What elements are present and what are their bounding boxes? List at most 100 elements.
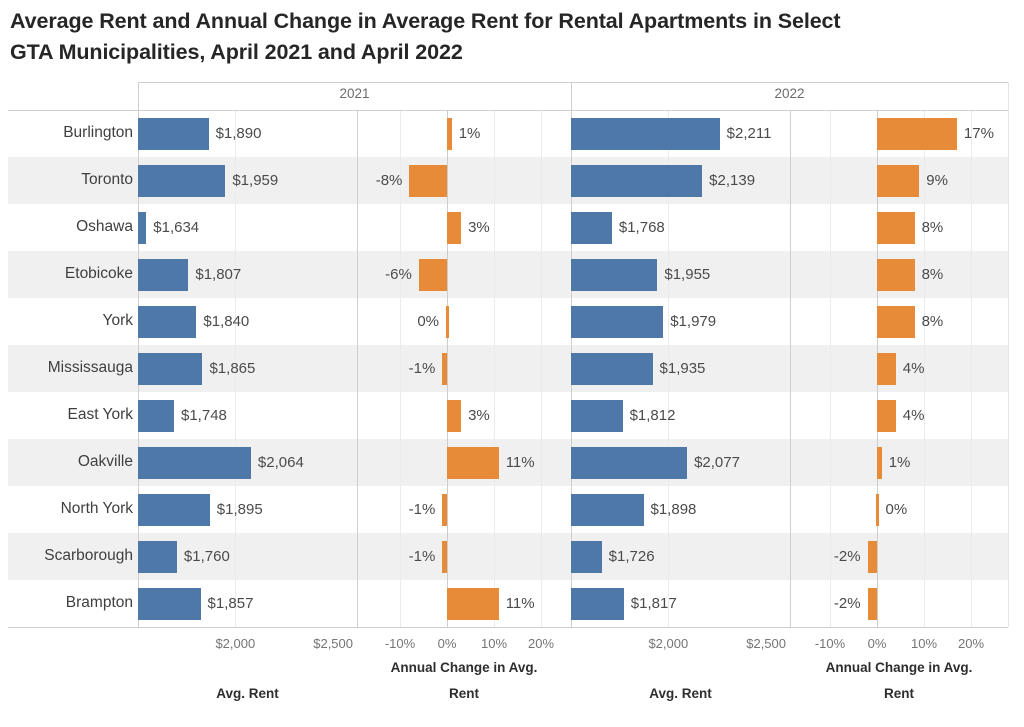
avg-rent-bar[interactable] — [571, 587, 624, 620]
annual-change-bar[interactable] — [876, 493, 879, 526]
change-axis-tick: 0% — [437, 636, 457, 651]
avg-rent-bar[interactable] — [571, 258, 658, 291]
avg-rent-bar[interactable] — [138, 352, 203, 385]
avg-rent-bar[interactable] — [571, 305, 664, 338]
avg-rent-bar[interactable] — [571, 446, 688, 479]
avg-rent-bar[interactable] — [138, 399, 174, 432]
annual-change-bar[interactable] — [447, 587, 499, 620]
change-value-label: 0% — [885, 501, 908, 518]
row-label: Mississauga — [47, 359, 133, 376]
chart-title-line2: GTA Municipalities, April 2021 and April… — [10, 40, 463, 64]
annual-change-bar[interactable] — [409, 164, 447, 197]
annual-change-bar[interactable] — [877, 117, 957, 150]
avg-rent-bar[interactable] — [138, 211, 147, 244]
rent-value-label: $1,748 — [181, 407, 227, 424]
rent-value-label: $2,139 — [709, 172, 756, 189]
annual-change-bar[interactable] — [877, 399, 896, 432]
annual-change-bar[interactable] — [446, 305, 449, 338]
rent-value-label: $1,726 — [608, 548, 655, 565]
change-value-label: 8% — [921, 313, 944, 330]
change-value-label: 0% — [417, 313, 439, 330]
annual-change-bar[interactable] — [877, 305, 915, 338]
avg-rent-bar[interactable] — [571, 540, 602, 573]
avg-rent-bar[interactable] — [138, 446, 251, 479]
avg-rent-bar[interactable] — [571, 117, 720, 150]
change-axis-tick: 0% — [867, 636, 887, 651]
rent-axis-tick: $2,000 — [648, 636, 689, 651]
change-axis-tick: 20% — [957, 636, 985, 651]
change-value-label: 17% — [963, 125, 994, 142]
change-value-label: -1% — [408, 501, 436, 518]
avg-rent-bar[interactable] — [138, 258, 189, 291]
row-label: Toronto — [81, 171, 133, 188]
change-value-label: 8% — [921, 219, 944, 236]
annual-change-bar[interactable] — [877, 211, 915, 244]
rent-axis-title: Avg. Rent — [216, 686, 279, 701]
rent-value-label: $1,935 — [659, 360, 706, 377]
annual-change-bar[interactable] — [442, 352, 447, 385]
change-axis-title-line1: Annual Change in Avg. — [390, 660, 538, 675]
change-value-label: 1% — [888, 454, 911, 471]
gridline — [494, 110, 495, 627]
rent-value-label: $1,895 — [216, 501, 263, 518]
annual-change-bar[interactable] — [447, 446, 499, 479]
rent-value-label: $1,760 — [183, 548, 230, 565]
row-label: Etobicoke — [64, 265, 133, 282]
rent-axis-tick: $2,500 — [746, 636, 786, 651]
avg-rent-bar[interactable] — [571, 164, 703, 197]
annual-change-bar[interactable] — [447, 399, 462, 432]
change-value-label: 3% — [468, 219, 490, 236]
annual-change-bar[interactable] — [418, 258, 447, 291]
avg-rent-bar[interactable] — [138, 493, 210, 526]
chart-title: Average Rent and Annual Change in Averag… — [10, 6, 1010, 68]
rent-value-label: $1,959 — [232, 172, 279, 189]
avg-rent-bar[interactable] — [571, 493, 644, 526]
change-axis-tick: -10% — [384, 636, 416, 651]
gridline — [924, 110, 925, 627]
change-axis-title-line2: Rent — [884, 686, 914, 701]
annual-change-bar[interactable] — [877, 352, 896, 385]
annual-change-bar[interactable] — [442, 540, 447, 573]
zero-axis-line — [447, 110, 448, 627]
rent-value-label: $1,812 — [629, 407, 676, 424]
row-label: Burlington — [63, 124, 133, 141]
rent-axis-tick: $2,500 — [313, 636, 353, 651]
avg-rent-bar[interactable] — [138, 305, 197, 338]
avg-rent-bar[interactable] — [138, 164, 226, 197]
annual-change-bar[interactable] — [877, 446, 882, 479]
annual-change-bar[interactable] — [877, 258, 915, 291]
rent-value-label: $1,634 — [153, 219, 200, 236]
change-value-label: -2% — [833, 548, 861, 565]
gridline — [668, 110, 670, 627]
annual-change-bar[interactable] — [447, 117, 452, 150]
rent-value-label: $1,955 — [664, 266, 711, 283]
change-value-label: 1% — [458, 125, 481, 142]
change-value-label: 11% — [505, 454, 535, 471]
change-axis-title-line1: Annual Change in Avg. — [825, 660, 973, 675]
change-value-label: -1% — [408, 360, 436, 377]
change-axis-tick: 10% — [480, 636, 508, 651]
change-value-label: 11% — [505, 595, 535, 612]
annual-change-bar[interactable] — [442, 493, 447, 526]
rent-value-label: $1,768 — [618, 219, 665, 236]
change-value-label: 9% — [926, 172, 948, 189]
avg-rent-bar[interactable] — [571, 352, 653, 385]
row-label: Scarborough — [44, 547, 133, 564]
annual-change-bar[interactable] — [447, 211, 462, 244]
avg-rent-bar[interactable] — [138, 587, 201, 620]
rent-value-label: $1,979 — [670, 313, 717, 330]
panel-border — [1008, 82, 1009, 627]
annual-change-bar[interactable] — [867, 587, 877, 620]
change-axis-tick: 10% — [910, 636, 938, 651]
avg-rent-bar[interactable] — [571, 399, 623, 432]
change-value-label: -1% — [408, 548, 436, 565]
avg-rent-bar[interactable] — [138, 540, 177, 573]
annual-change-bar[interactable] — [867, 540, 877, 573]
avg-rent-bar[interactable] — [571, 211, 612, 244]
change-value-label: 4% — [902, 360, 925, 377]
avg-rent-bar[interactable] — [138, 117, 209, 150]
change-axis-tick: 20% — [527, 636, 555, 651]
panel-border — [357, 110, 358, 627]
rent-value-label: $1,865 — [209, 360, 256, 377]
annual-change-bar[interactable] — [877, 164, 920, 197]
